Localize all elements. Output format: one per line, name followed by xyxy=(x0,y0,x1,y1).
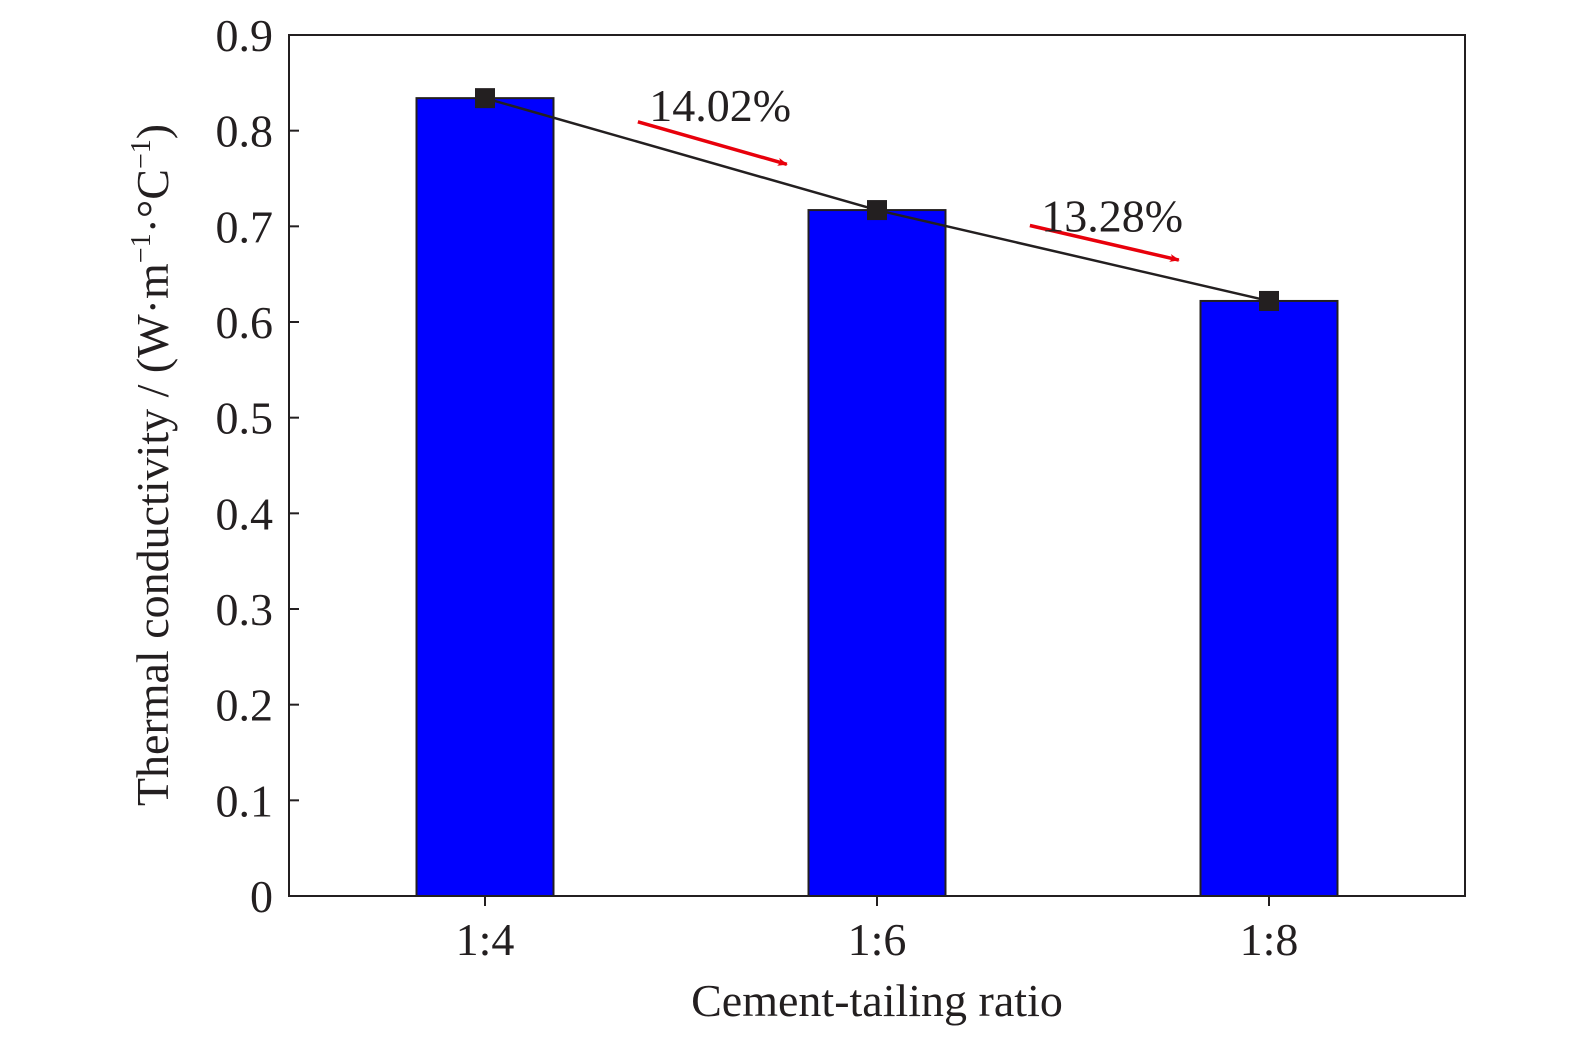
y-axis-label-sup2: −1 xyxy=(126,139,157,169)
x-tick-label: 1:8 xyxy=(1240,914,1299,965)
y-tick-label: 0.9 xyxy=(216,10,274,61)
x-tick-label: 1:4 xyxy=(456,914,515,965)
y-axis-label-main: Thermal conductivity / (W·m xyxy=(127,263,178,806)
annotations-group: 14.02% 13.28% xyxy=(637,80,1183,262)
y-tick-label: 0.3 xyxy=(216,584,274,635)
line-marker-1-8 xyxy=(1259,290,1279,311)
y-tick-label: 0 xyxy=(250,871,273,922)
trend-line-group xyxy=(475,88,1279,311)
x-axis-label: Cement-tailing ratio xyxy=(691,975,1063,1026)
bar-1-8 xyxy=(1199,299,1339,898)
line-marker-1-4 xyxy=(475,88,495,109)
y-tick-label: 0.6 xyxy=(216,297,274,348)
annotation-arrow-2 xyxy=(1029,223,1180,262)
bar-1-6 xyxy=(807,209,947,897)
y-axis-label-mid: ·°C xyxy=(127,169,178,233)
y-axis-label-end: ) xyxy=(127,124,178,139)
y-tick-label: 0.1 xyxy=(216,775,274,826)
annotation-label-1: 14.02% xyxy=(649,80,791,131)
y-tick-label: 0.5 xyxy=(216,393,274,444)
y-tick-label: 0.4 xyxy=(216,488,274,539)
line-marker-1-6 xyxy=(867,200,887,221)
y-tick-label: 0.2 xyxy=(216,680,274,731)
bar-1-4 xyxy=(415,97,555,897)
y-axis-label-sup1: −1 xyxy=(126,233,157,263)
x-axis: 1:4 1:6 1:8 xyxy=(456,896,1299,965)
annotation-label-2: 13.28% xyxy=(1041,190,1183,241)
y-axis-label: Thermal conductivity / (W·m−1·°C−1) xyxy=(126,124,178,806)
y-tick-label: 0.8 xyxy=(216,106,274,157)
x-tick-label: 1:6 xyxy=(848,914,907,965)
y-axis: 0 0.1 0.2 0.3 0.4 0.5 0.6 0.7 0.8 0.9 xyxy=(216,10,299,922)
annotation-arrow-1 xyxy=(637,120,788,167)
y-tick-label: 0.7 xyxy=(216,201,274,252)
